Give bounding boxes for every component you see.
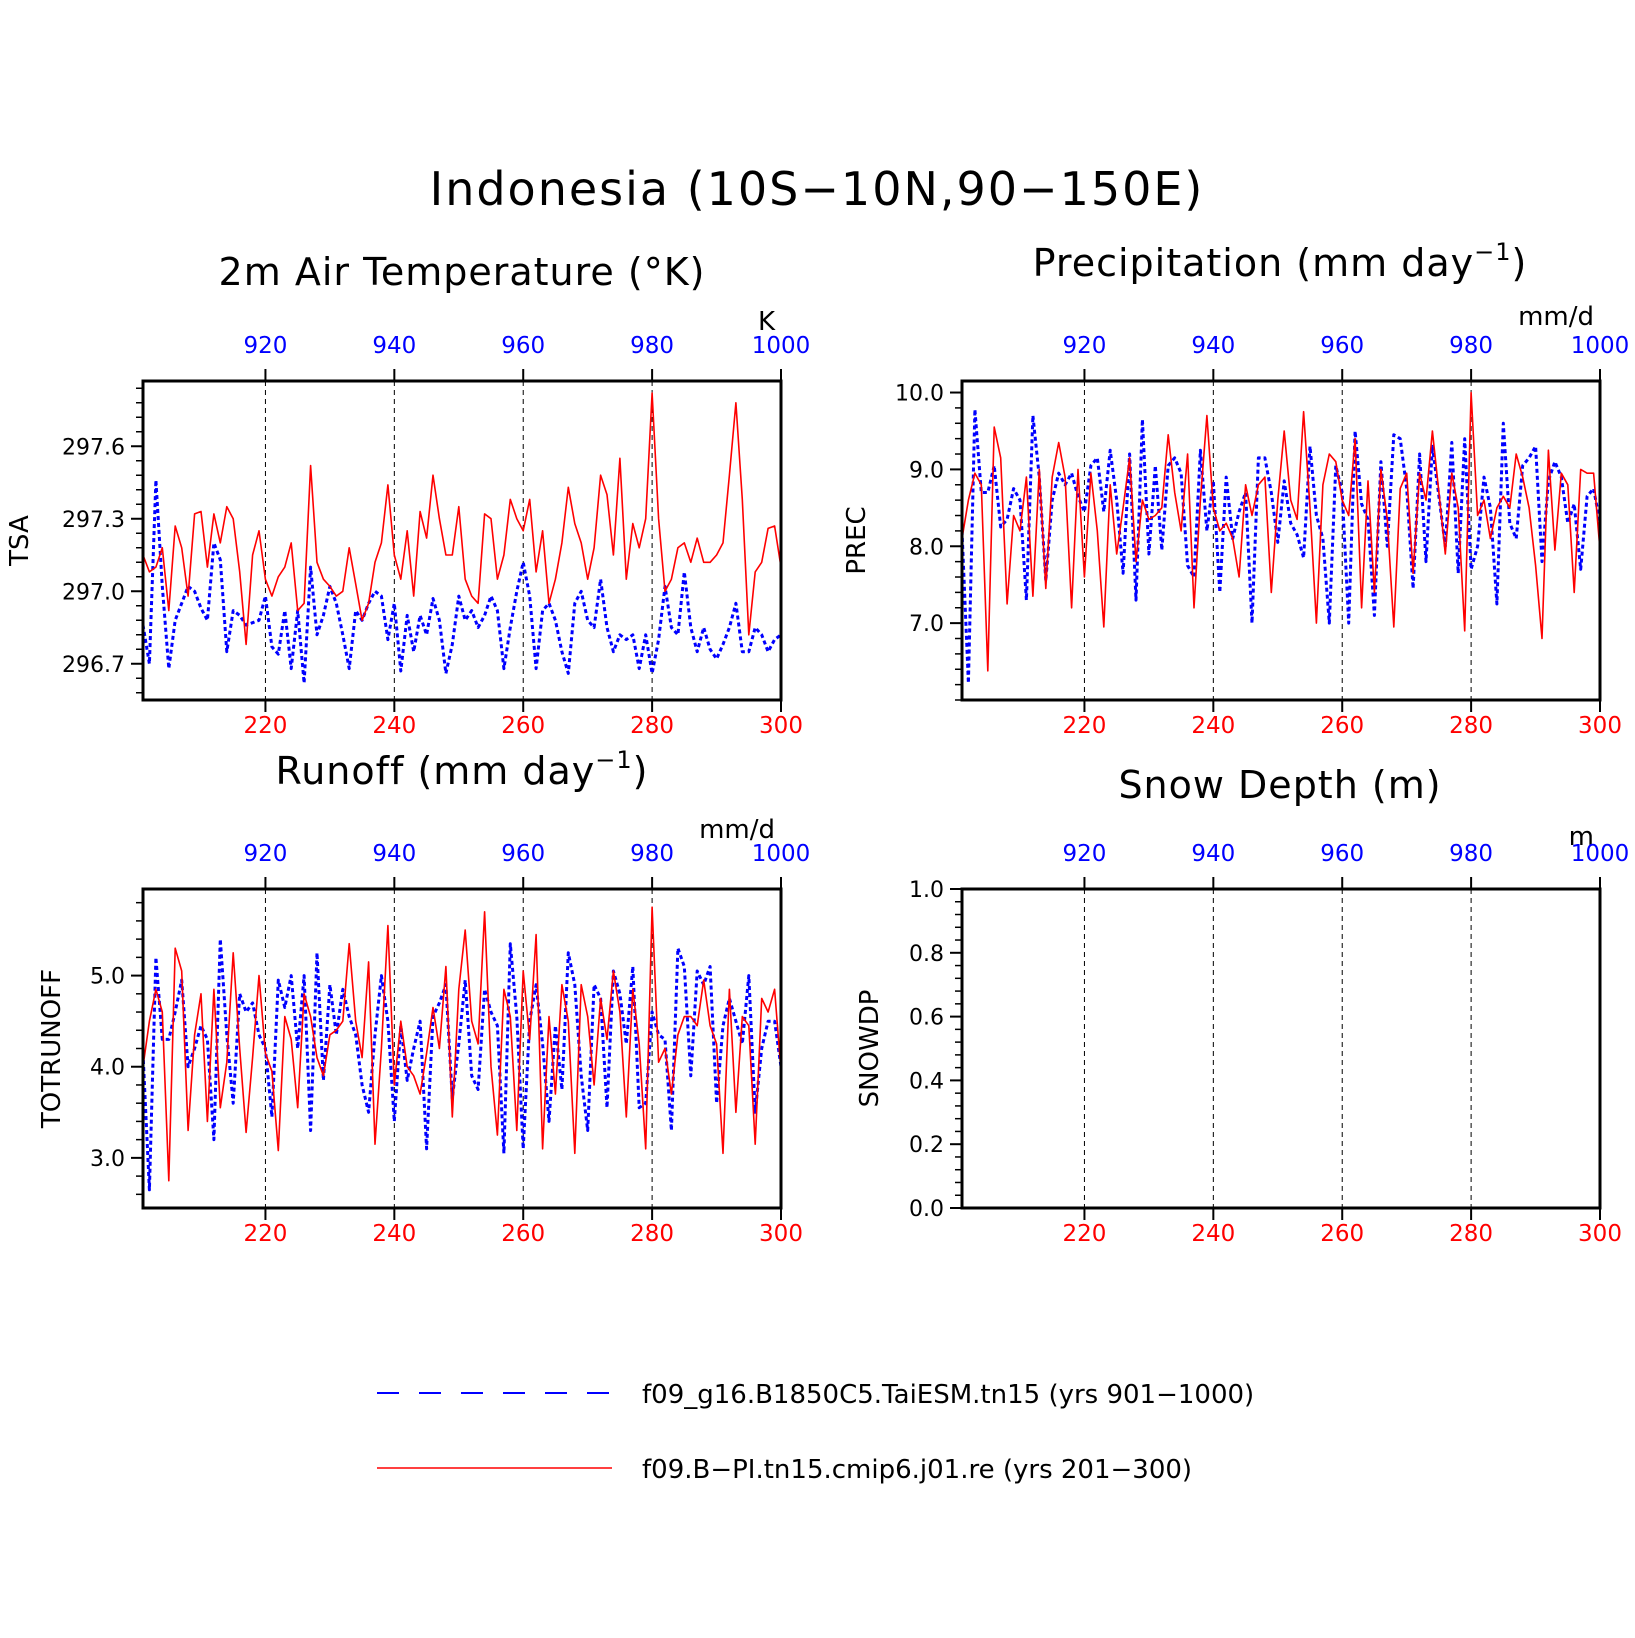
x-tick-label-top: 980	[1449, 841, 1493, 867]
plot-frame	[141, 887, 783, 1210]
x-tick-label-top: 920	[243, 841, 287, 867]
x-tick-label-bottom: 280	[630, 1221, 674, 1247]
panel-title: Snow Depth (m)	[1118, 763, 1441, 807]
x-tick-label-top: 920	[1062, 841, 1106, 867]
panel-3: Runoff (mm day−1) mm/d TOTRUNOFF 3.0 4.0 5.0 2…	[37, 746, 810, 1247]
x-tick-label-bottom: 220	[1062, 713, 1106, 739]
y-tick-label: 10.0	[895, 382, 944, 407]
y-tick-label: 5.0	[90, 965, 125, 990]
series-line-1	[143, 392, 781, 646]
x-tick-label-bottom: 300	[1578, 713, 1622, 739]
panel-title: Precipitation (mm day−1)	[1033, 238, 1528, 285]
x-tick-label-bottom: 220	[243, 1221, 287, 1247]
x-tick-label-bottom: 280	[630, 713, 674, 739]
x-tick-label-top: 960	[501, 841, 545, 867]
x-tick-label-top: 980	[630, 841, 674, 867]
series-line-2	[962, 407, 1600, 685]
y-tick-label: 0.4	[909, 1069, 944, 1094]
x-tick-label-top: 960	[1320, 333, 1364, 359]
panel-4: Snow Depth (m) m SNOWDP 0.0 0.2 0.4 0.6 0.8 1.0 2…	[855, 763, 1629, 1247]
x-tick-label-top: 1000	[1571, 333, 1630, 359]
legend-label-series-1: f09_g16.B1850C5.TaiESM.tn15 (yrs 901−100…	[642, 1380, 1254, 1410]
y-tick-label: 9.0	[909, 458, 944, 483]
x-tick-label-bottom: 260	[501, 1221, 545, 1247]
y-tick-label: 8.0	[909, 535, 944, 560]
y-axis-label: TSA	[5, 515, 35, 567]
y-tick-label: 4.0	[90, 1056, 125, 1081]
unit-label: mm/d	[699, 815, 775, 845]
series-line-1	[962, 391, 1600, 672]
x-tick-label-bottom: 280	[1449, 1221, 1493, 1247]
plot-frame	[141, 379, 783, 702]
y-axis-label: SNOWDP	[855, 990, 885, 1108]
series-group	[962, 391, 1600, 685]
x-tick-label-bottom: 240	[372, 1221, 416, 1247]
y-tick-label: 7.0	[909, 612, 944, 637]
x-tick-label-bottom: 260	[1320, 713, 1364, 739]
x-tick-label-bottom: 260	[501, 713, 545, 739]
x-tick-label-bottom: 280	[1449, 713, 1493, 739]
panel-1: 2m Air Temperature (°K) K TSA 296.7 297.0 297…	[5, 250, 810, 739]
panel-2: Precipitation (mm day−1) mm/d PREC 7.0 8.0 9.…	[842, 238, 1629, 739]
series-group	[143, 906, 781, 1192]
x-tick-label-bottom: 220	[243, 713, 287, 739]
legend: f09_g16.B1850C5.TaiESM.tn15 (yrs 901−100…	[377, 1380, 1254, 1485]
y-axis-label: TOTRUNOFF	[37, 969, 67, 1129]
y-tick-label: 296.7	[62, 653, 125, 678]
x-tick-label-bottom: 300	[759, 1221, 803, 1247]
y-tick-label: 0.8	[909, 942, 944, 967]
x-tick-label-top: 960	[501, 333, 545, 359]
legend-label-series-2: f09.B−PI.tn15.cmip6.j01.re (yrs 201−300)	[642, 1455, 1192, 1485]
x-tick-label-bottom: 220	[1062, 1221, 1106, 1247]
x-tick-label-bottom: 240	[1191, 713, 1235, 739]
x-tick-label-top: 940	[372, 841, 416, 867]
series-line-2	[143, 937, 781, 1192]
plot-frame	[960, 379, 1602, 702]
y-tick-label: 1.0	[909, 878, 944, 903]
x-tick-label-bottom: 300	[1578, 1221, 1622, 1247]
panel-title: Runoff (mm day−1)	[276, 746, 649, 793]
x-tick-label-top: 960	[1320, 841, 1364, 867]
x-tick-label-top: 940	[1191, 841, 1235, 867]
panel-title: 2m Air Temperature (°K)	[219, 250, 706, 294]
y-tick-label: 0.2	[909, 1133, 944, 1158]
x-tick-label-bottom: 240	[1191, 1221, 1235, 1247]
unit-label: K	[758, 307, 776, 337]
series-line-2	[143, 478, 781, 685]
series-group	[143, 392, 781, 685]
x-tick-label-top: 1000	[752, 333, 811, 359]
series-line-1	[143, 906, 781, 1182]
y-tick-label: 3.0	[90, 1147, 125, 1172]
x-tick-label-top: 1000	[1571, 841, 1630, 867]
y-tick-label: 297.3	[62, 508, 125, 533]
x-tick-label-top: 940	[1191, 333, 1235, 359]
x-tick-label-top: 980	[630, 333, 674, 359]
x-tick-label-top: 920	[243, 333, 287, 359]
x-tick-label-bottom: 260	[1320, 1221, 1364, 1247]
x-tick-label-top: 980	[1449, 333, 1493, 359]
panels: 2m Air Temperature (°K) K TSA 296.7 297.0 297…	[5, 238, 1629, 1247]
figure-title: Indonesia (10S−10N,90−150E)	[430, 162, 1205, 216]
x-tick-label-top: 940	[372, 333, 416, 359]
unit-label: mm/d	[1518, 302, 1594, 332]
x-tick-label-top: 1000	[752, 841, 811, 867]
y-tick-label: 297.6	[62, 435, 125, 460]
y-axis-label: PREC	[842, 506, 872, 574]
x-tick-label-top: 920	[1062, 333, 1106, 359]
x-tick-label-bottom: 300	[759, 713, 803, 739]
plot-frame	[960, 887, 1602, 1210]
x-tick-label-bottom: 240	[372, 713, 416, 739]
y-tick-label: 297.0	[62, 580, 125, 605]
y-tick-label: 0.0	[909, 1197, 944, 1222]
unit-label: m	[1569, 822, 1594, 852]
y-tick-label: 0.6	[909, 1006, 944, 1031]
